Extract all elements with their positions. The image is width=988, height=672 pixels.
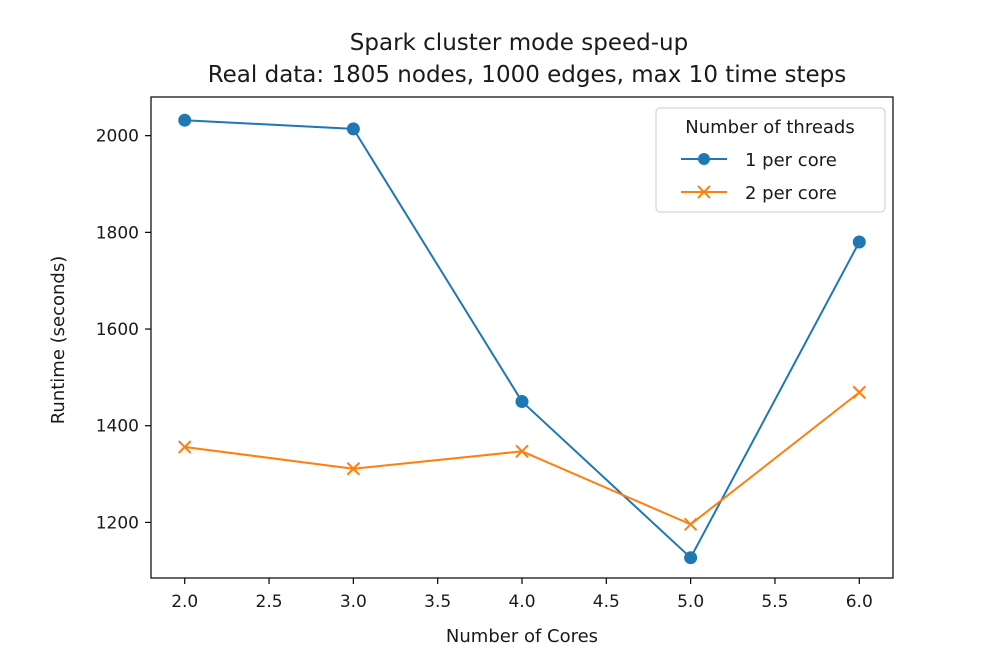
legend-marker-x-icon (697, 185, 711, 199)
legend: Number of threads 1 per core 2 per core (655, 107, 886, 213)
x-axis-label: Number of Cores (446, 626, 598, 647)
chart-subtitle: Real data: 1805 nodes, 1000 edges, max 1… (208, 62, 847, 88)
legend-entry-1-per-core: 1 per core (681, 150, 837, 171)
y-tick-label: 1400 (96, 417, 139, 437)
legend-entry-2-per-core: 2 per core (681, 183, 837, 204)
y-tick-label: 2000 (96, 127, 139, 147)
y-tick-label: 1600 (96, 320, 139, 340)
plot-frame (150, 96, 894, 579)
x-tick-label: 4.5 (593, 592, 620, 612)
data-point-2-per-core (346, 462, 361, 476)
y-tick-label: 1800 (96, 223, 139, 243)
data-point-1-per-core (852, 235, 866, 249)
legend-title: Number of threads (685, 117, 854, 138)
x-tick-label: 6.0 (846, 592, 873, 612)
data-point-1-per-core (346, 122, 360, 136)
series-layer (178, 113, 866, 565)
data-point-1-per-core (178, 113, 192, 127)
data-point-1-per-core (684, 551, 698, 565)
y-tick-label: 1200 (96, 513, 139, 533)
data-point-1-per-core (515, 395, 529, 409)
data-point-2-per-core (178, 440, 192, 454)
legend-label-1-per-core: 1 per core (745, 150, 837, 171)
y-axis-label: Runtime (seconds) (48, 256, 69, 425)
data-point-2-per-core (515, 444, 529, 459)
x-tick-label: 5.5 (761, 592, 788, 612)
x-tick-label: 2.0 (171, 592, 198, 612)
x-tick-label: 4.0 (508, 592, 535, 612)
legend-box (655, 107, 886, 213)
x-tick-label: 5.0 (677, 592, 704, 612)
data-point-2-per-core (683, 517, 698, 532)
y-axis-ticks: 1200 1400 1600 1800 2000 (96, 127, 151, 533)
chart-title: Spark cluster mode speed-up (350, 30, 688, 56)
legend-label-2-per-core: 2 per core (745, 183, 837, 204)
x-tick-label: 3.0 (340, 592, 367, 612)
x-tick-label: 3.5 (424, 592, 451, 612)
series-line-2-per-core (184, 391, 860, 526)
x-tick-label: 2.5 (256, 592, 283, 612)
legend-marker-circle-icon (698, 153, 710, 165)
x-axis-ticks: 2.0 2.5 3.0 3.5 4.0 4.5 5.0 5.5 6.0 (171, 578, 873, 612)
data-point-2-per-core (852, 385, 866, 400)
